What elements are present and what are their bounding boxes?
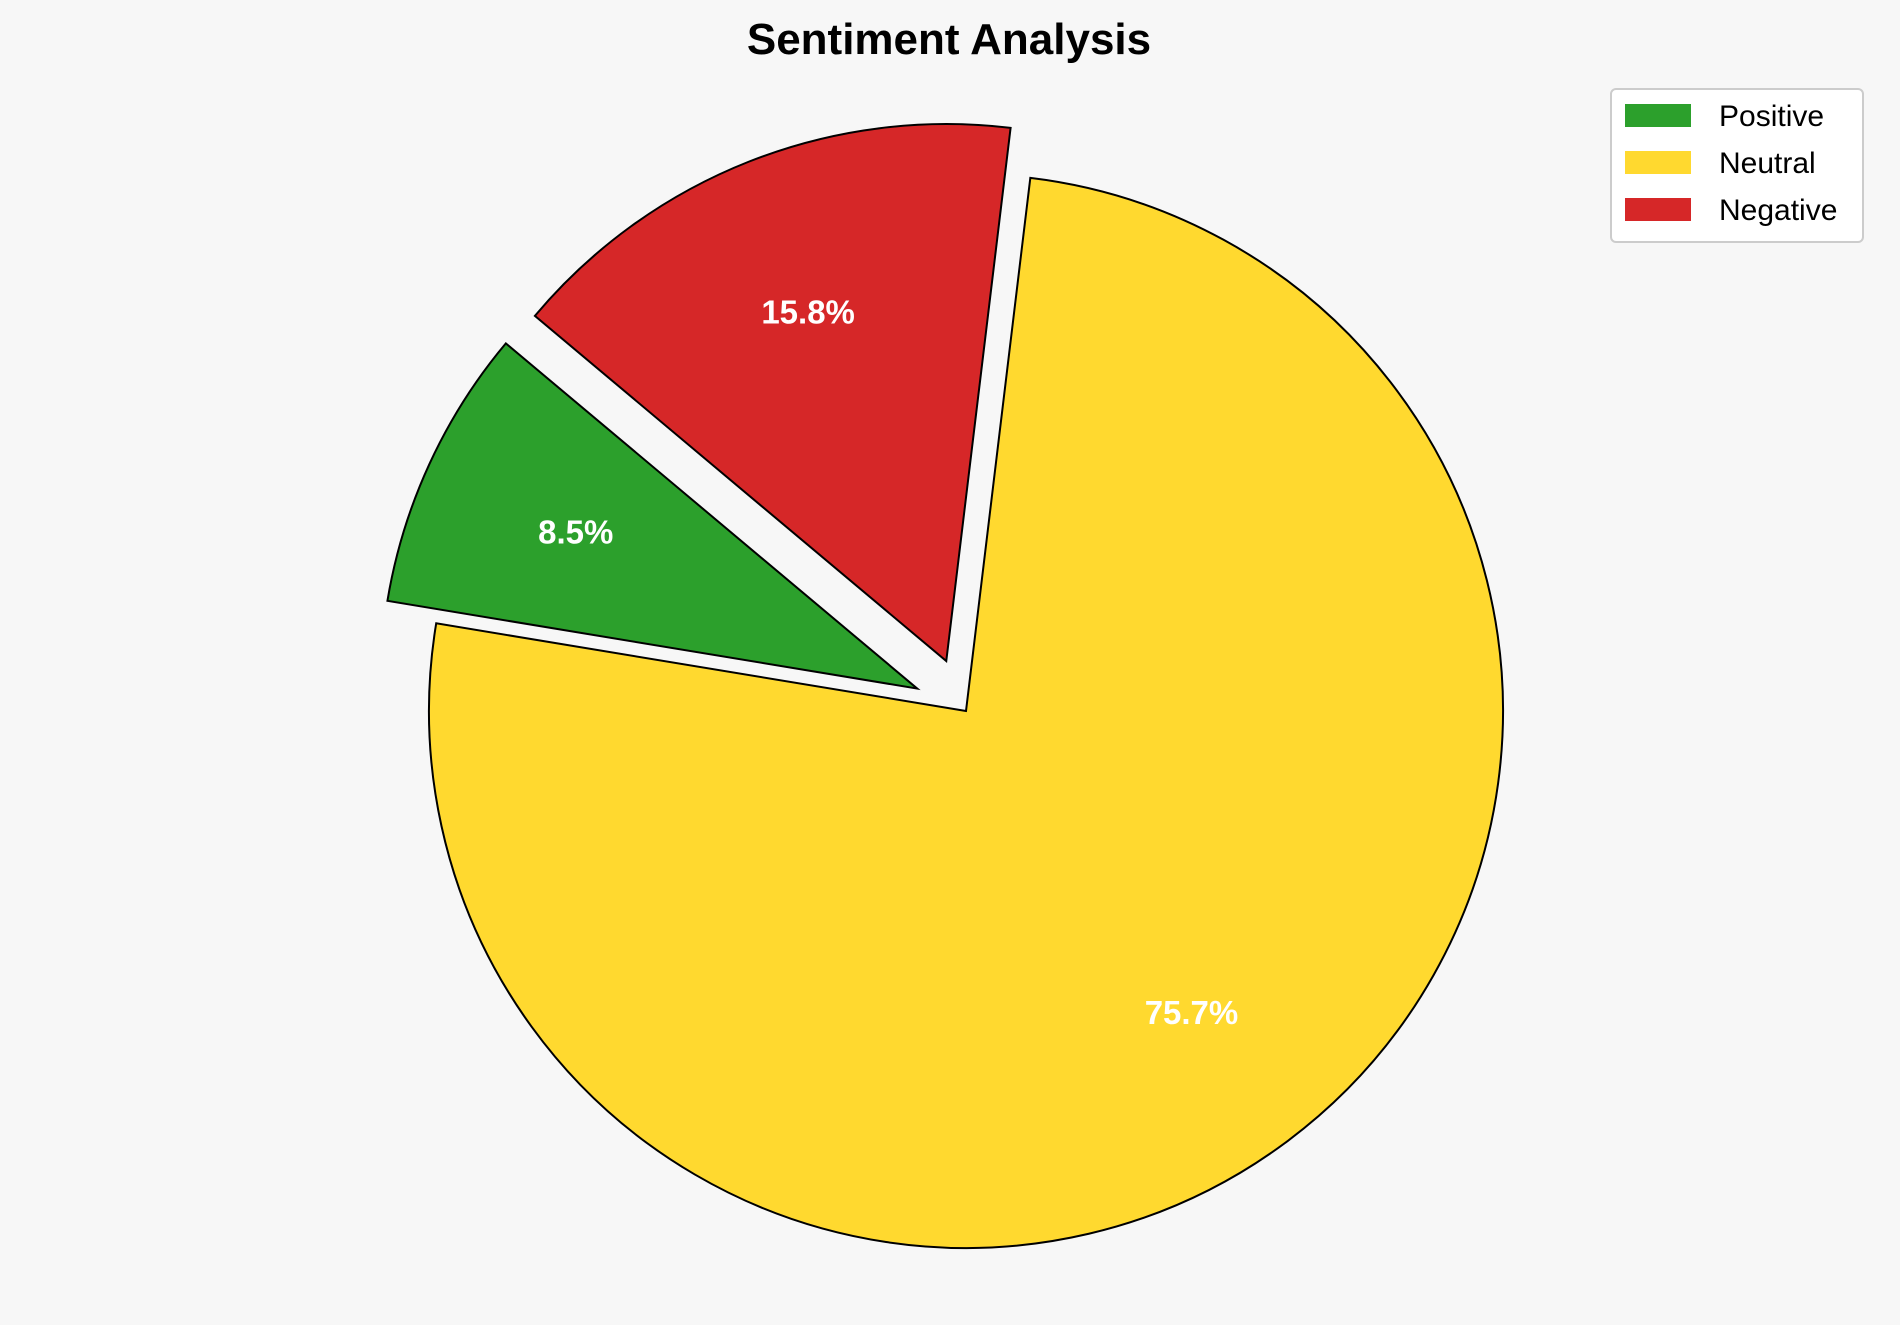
- slice-negative: [533, 123, 1012, 664]
- pct-label-negative: 15.8%: [761, 293, 855, 330]
- slice-positive: [386, 341, 921, 691]
- legend-label: Neutral: [1719, 147, 1816, 180]
- legend-item-positive: Positive: [1625, 100, 1824, 133]
- pct-label-positive: 8.5%: [538, 513, 613, 550]
- slices: [386, 123, 1504, 1249]
- chart-title: Sentiment Analysis: [747, 15, 1151, 64]
- legend-swatch: [1625, 198, 1691, 221]
- slice-neutral: [428, 176, 1504, 1249]
- legend-label: Positive: [1719, 100, 1824, 133]
- legend: Positive Neutral Negative: [1610, 88, 1864, 243]
- legend-item-neutral: Neutral: [1625, 147, 1816, 180]
- slice-labels: 8.5% 75.7% 15.8%: [538, 293, 1238, 1030]
- pct-label-neutral: 75.7%: [1145, 994, 1239, 1031]
- legend-label: Negative: [1719, 194, 1837, 227]
- legend-swatch: [1625, 104, 1691, 127]
- legend-item-negative: Negative: [1625, 194, 1837, 227]
- legend-swatch: [1625, 151, 1691, 174]
